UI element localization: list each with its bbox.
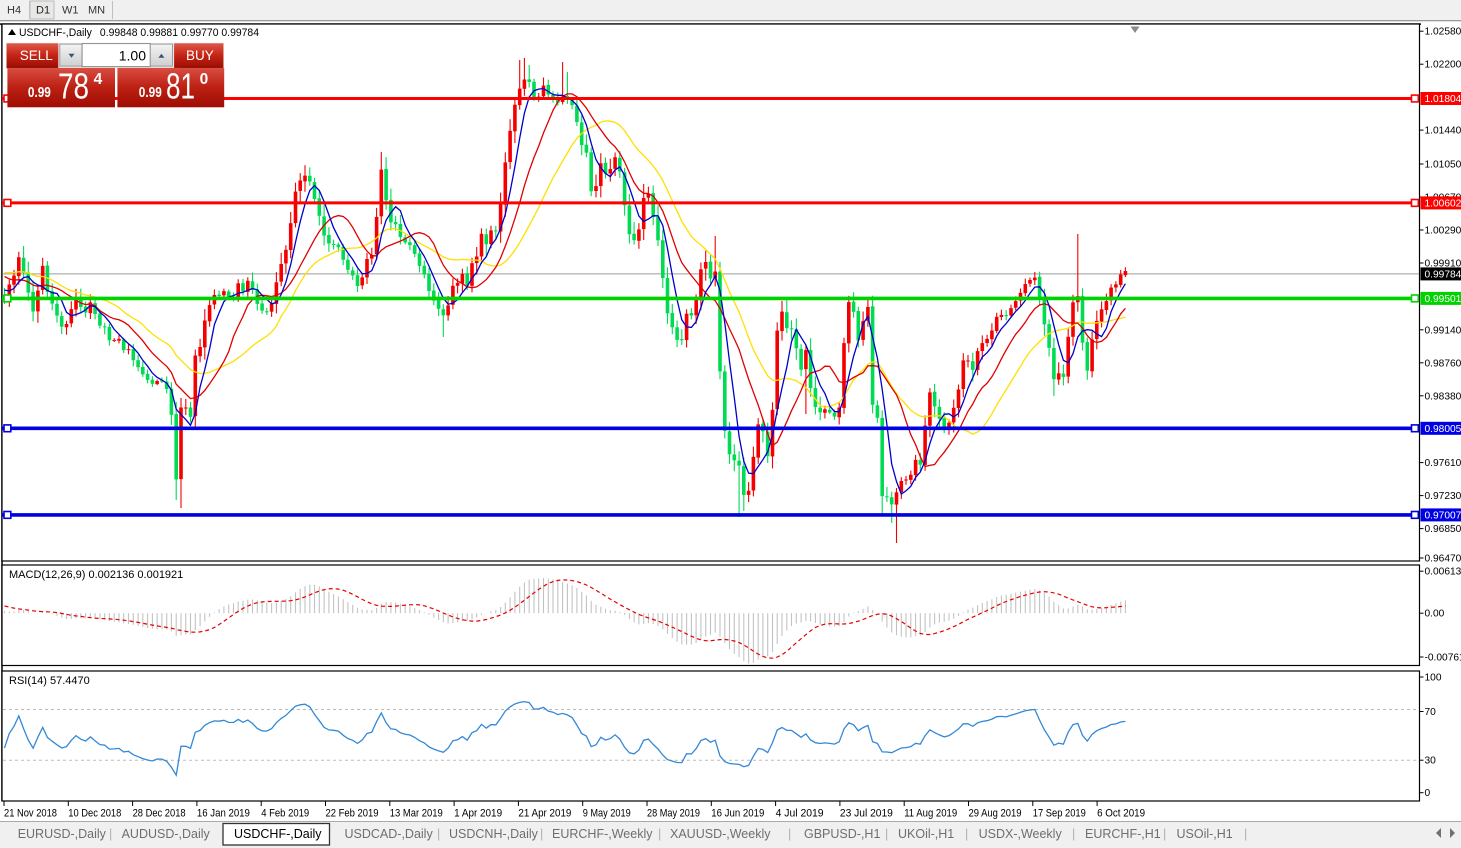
svg-text:28 May 2019: 28 May 2019 bbox=[647, 808, 700, 820]
svg-text:21 Apr 2019: 21 Apr 2019 bbox=[518, 808, 571, 820]
svg-text:|: | bbox=[885, 827, 888, 841]
svg-text:0.97007: 0.97007 bbox=[1425, 510, 1461, 521]
svg-text:|: | bbox=[1072, 827, 1075, 841]
svg-text:100: 100 bbox=[1425, 673, 1442, 684]
svg-text:0.99910: 0.99910 bbox=[1425, 259, 1461, 270]
svg-text:|: | bbox=[788, 827, 791, 841]
svg-text:22 Feb 2019: 22 Feb 2019 bbox=[326, 808, 379, 820]
svg-text:H4: H4 bbox=[7, 5, 21, 17]
svg-text:6 Oct 2019: 6 Oct 2019 bbox=[1097, 808, 1145, 820]
svg-text:|: | bbox=[1244, 827, 1247, 841]
svg-text:USDCNH-,Daily: USDCNH-,Daily bbox=[449, 827, 539, 841]
svg-text:USOil-,H1: USOil-,H1 bbox=[1177, 827, 1233, 841]
svg-text:|: | bbox=[437, 827, 440, 841]
svg-text:USDX-,Weekly: USDX-,Weekly bbox=[979, 827, 1063, 841]
svg-text:4 Jul 2019: 4 Jul 2019 bbox=[776, 808, 824, 820]
svg-text:SELL: SELL bbox=[20, 48, 54, 63]
svg-text:EURCHF-,Weekly: EURCHF-,Weekly bbox=[552, 827, 653, 841]
svg-text:17 Sep 2019: 17 Sep 2019 bbox=[1033, 808, 1086, 820]
svg-text:10 Dec 2018: 10 Dec 2018 bbox=[68, 808, 121, 820]
svg-text:28 Dec 2018: 28 Dec 2018 bbox=[133, 808, 186, 820]
svg-text:78: 78 bbox=[58, 66, 89, 107]
svg-text:|: | bbox=[658, 827, 661, 841]
svg-text:30: 30 bbox=[1425, 756, 1437, 767]
svg-text:1.01804: 1.01804 bbox=[1425, 94, 1461, 105]
svg-text:0.98760: 0.98760 bbox=[1425, 358, 1461, 369]
svg-text:0.00613: 0.00613 bbox=[1425, 567, 1461, 578]
svg-text:0.00: 0.00 bbox=[1425, 609, 1445, 620]
svg-text:1.02200: 1.02200 bbox=[1425, 60, 1461, 71]
svg-text:1.02580: 1.02580 bbox=[1425, 27, 1461, 38]
svg-text:11 Aug 2019: 11 Aug 2019 bbox=[904, 808, 957, 820]
svg-text:70: 70 bbox=[1425, 707, 1437, 718]
svg-text:BUY: BUY bbox=[186, 48, 214, 63]
svg-text:XAUUSD-,Weekly: XAUUSD-,Weekly bbox=[670, 827, 771, 841]
svg-text:MACD(12,26,9) 0.002136 0.00192: MACD(12,26,9) 0.002136 0.001921 bbox=[9, 569, 183, 581]
svg-text:|: | bbox=[109, 827, 112, 841]
svg-text:21 Nov 2018: 21 Nov 2018 bbox=[4, 808, 57, 820]
svg-text:GBPUSD-,H1: GBPUSD-,H1 bbox=[804, 827, 880, 841]
svg-text:MN: MN bbox=[88, 5, 105, 17]
svg-text:0.99: 0.99 bbox=[28, 85, 51, 101]
svg-text:|: | bbox=[1163, 827, 1166, 841]
svg-text:16 Jan 2019: 16 Jan 2019 bbox=[197, 808, 250, 820]
svg-text:0.99140: 0.99140 bbox=[1425, 325, 1461, 336]
svg-text:USDCAD-,Daily: USDCAD-,Daily bbox=[345, 827, 434, 841]
svg-text:1.01050: 1.01050 bbox=[1425, 160, 1461, 171]
svg-text:W1: W1 bbox=[62, 5, 79, 17]
svg-text:0.97610: 0.97610 bbox=[1425, 458, 1461, 469]
svg-text:0.99: 0.99 bbox=[139, 85, 162, 101]
svg-text:0.97230: 0.97230 bbox=[1425, 491, 1461, 502]
svg-text:EURUSD-,Daily: EURUSD-,Daily bbox=[18, 827, 107, 841]
svg-text:1.00: 1.00 bbox=[119, 48, 146, 64]
svg-text:AUDUSD-,Daily: AUDUSD-,Daily bbox=[122, 827, 211, 841]
svg-text:23 Jul 2019: 23 Jul 2019 bbox=[840, 808, 893, 820]
svg-text:81: 81 bbox=[166, 66, 195, 107]
svg-text:RSI(14) 57.4470: RSI(14) 57.4470 bbox=[9, 675, 90, 687]
svg-text:0: 0 bbox=[200, 71, 209, 88]
svg-text:USDCHF-,Daily 0.99848 0.99881: USDCHF-,Daily 0.99848 0.99881 0.99770 0.… bbox=[19, 27, 259, 39]
svg-text:9 May 2019: 9 May 2019 bbox=[583, 808, 631, 820]
svg-text:0.98005: 0.98005 bbox=[1425, 424, 1461, 435]
svg-text:0.98380: 0.98380 bbox=[1425, 391, 1461, 402]
svg-text:0: 0 bbox=[1425, 788, 1431, 799]
svg-text:|: | bbox=[965, 827, 968, 841]
svg-text:|: | bbox=[540, 827, 543, 841]
svg-text:1.00602: 1.00602 bbox=[1425, 198, 1461, 209]
svg-text:4: 4 bbox=[94, 71, 103, 88]
svg-text:13 Mar 2019: 13 Mar 2019 bbox=[390, 808, 443, 820]
svg-text:D1: D1 bbox=[36, 5, 50, 17]
svg-text:UKOil-,H1: UKOil-,H1 bbox=[898, 827, 954, 841]
svg-text:29 Aug 2019: 29 Aug 2019 bbox=[969, 808, 1022, 820]
svg-text:0.99784: 0.99784 bbox=[1425, 269, 1461, 280]
svg-text:0.96470: 0.96470 bbox=[1425, 554, 1461, 565]
svg-text:0.96850: 0.96850 bbox=[1425, 524, 1461, 535]
svg-text:USDCHF-,Daily: USDCHF-,Daily bbox=[234, 827, 322, 841]
svg-text:1.01440: 1.01440 bbox=[1425, 126, 1461, 137]
svg-text:0.99501: 0.99501 bbox=[1425, 294, 1461, 305]
svg-text:EURCHF-,H1: EURCHF-,H1 bbox=[1085, 827, 1161, 841]
svg-text:1.00290: 1.00290 bbox=[1425, 226, 1461, 237]
svg-text:1 Apr 2019: 1 Apr 2019 bbox=[454, 808, 502, 820]
svg-text:16 Jun 2019: 16 Jun 2019 bbox=[711, 808, 764, 820]
svg-text:-0.0076127: -0.0076127 bbox=[1425, 653, 1461, 664]
svg-text:4 Feb 2019: 4 Feb 2019 bbox=[261, 808, 309, 820]
